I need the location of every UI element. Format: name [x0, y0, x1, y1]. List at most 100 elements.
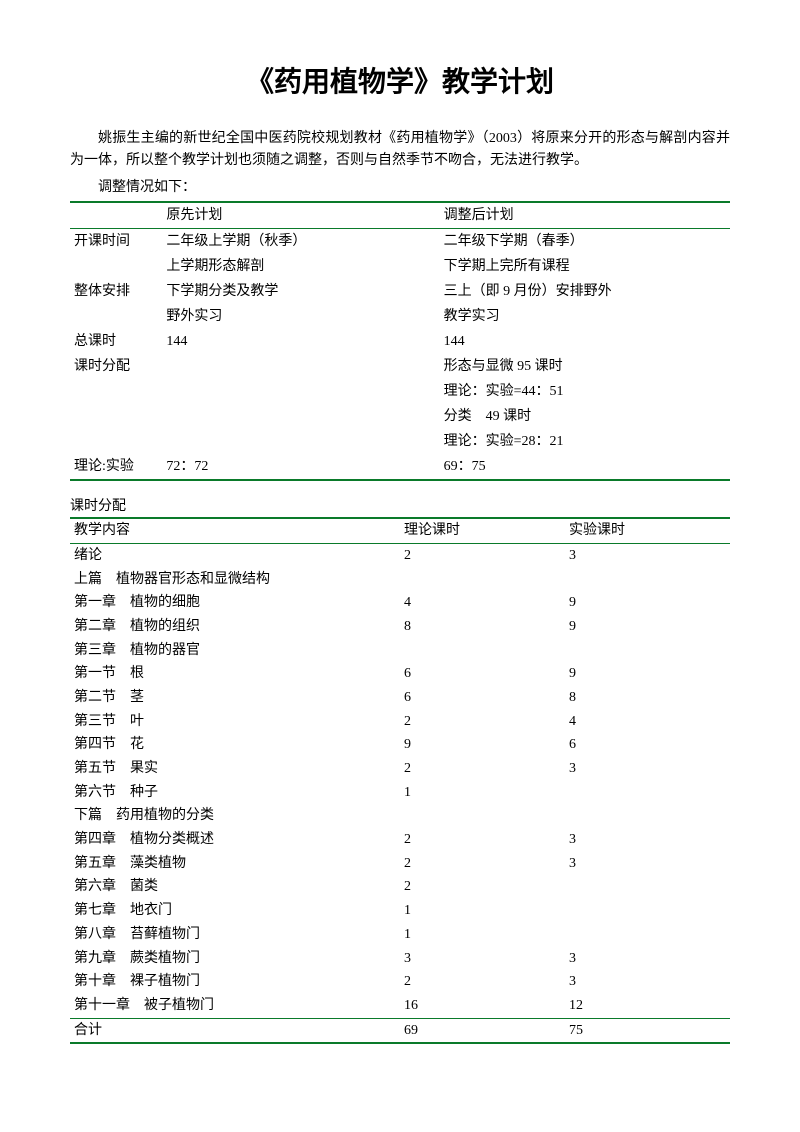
cell: 2	[400, 543, 565, 567]
table-row: 第四节 花 9 6	[70, 733, 730, 757]
cell: 9	[565, 615, 730, 639]
cell: 第六节 种子	[70, 781, 400, 805]
cell	[565, 899, 730, 923]
cell: 4	[400, 591, 565, 615]
table-row: 下篇 药用植物的分类	[70, 804, 730, 828]
cell: 第五节 果实	[70, 757, 400, 781]
cell: 1	[400, 899, 565, 923]
table-row: 第十章 裸子植物门 2 3	[70, 970, 730, 994]
table-row: 上学期形态解剖 下学期上完所有课程	[70, 254, 730, 279]
cell: 6	[400, 686, 565, 710]
cell: 3	[400, 947, 565, 971]
table-row: 第一章 植物的细胞 4 9	[70, 591, 730, 615]
cell: 总课时	[70, 329, 162, 354]
cell: 144	[162, 329, 439, 354]
cell: 2	[400, 757, 565, 781]
cell: 分类 49 课时	[440, 404, 730, 429]
cell: 3	[565, 947, 730, 971]
cell	[565, 639, 730, 663]
cell: 理论：实验=44：51	[440, 379, 730, 404]
table-header-row: 教学内容 理论课时 实验课时	[70, 518, 730, 543]
header-content: 教学内容	[70, 518, 400, 543]
cell: 3	[565, 757, 730, 781]
cell: 9	[400, 733, 565, 757]
section-label: 课时分配	[70, 495, 730, 515]
cell: 72：72	[162, 454, 439, 480]
cell: 第二章 植物的组织	[70, 615, 400, 639]
table-row: 第一节 根 6 9	[70, 662, 730, 686]
cell	[565, 923, 730, 947]
cell	[70, 304, 162, 329]
cell: 第一节 根	[70, 662, 400, 686]
cell: 第九章 蕨类植物门	[70, 947, 400, 971]
cell	[162, 354, 439, 379]
cell: 第二节 茎	[70, 686, 400, 710]
cell: 6	[565, 733, 730, 757]
table-row: 绪论 2 3	[70, 543, 730, 567]
table-row: 分类 49 课时	[70, 404, 730, 429]
cell	[70, 254, 162, 279]
cell: 第八章 苔藓植物门	[70, 923, 400, 947]
cell	[162, 404, 439, 429]
plan-comparison-table: 原先计划 调整后计划 开课时间 二年级上学期（秋季） 二年级下学期（春季） 上学…	[70, 201, 730, 481]
cell: 下篇 药用植物的分类	[70, 804, 400, 828]
cell: 3	[565, 970, 730, 994]
cell: 绪论	[70, 543, 400, 567]
cell	[565, 781, 730, 805]
table-row: 开课时间 二年级上学期（秋季） 二年级下学期（春季）	[70, 229, 730, 255]
table-row: 总课时 144 144	[70, 329, 730, 354]
header-original: 原先计划	[162, 202, 439, 229]
header-adjusted: 调整后计划	[440, 202, 730, 229]
subintro-line: 调整情况如下：	[70, 177, 730, 199]
table-row: 第八章 苔藓植物门 1	[70, 923, 730, 947]
cell: 第三章 植物的器官	[70, 639, 400, 663]
table-top-border: 原先计划 调整后计划	[70, 202, 730, 229]
cell: 9	[565, 591, 730, 615]
cell: 形态与显微 95 课时	[440, 354, 730, 379]
cell: 3	[565, 828, 730, 852]
cell: 6	[400, 662, 565, 686]
cell: 第十章 裸子植物门	[70, 970, 400, 994]
table-total-row: 合计 69 75	[70, 1018, 730, 1043]
cell: 第三节 叶	[70, 710, 400, 734]
cell: 4	[565, 710, 730, 734]
table-row: 第十一章 被子植物门 16 12	[70, 994, 730, 1018]
cell: 教学实习	[440, 304, 730, 329]
cell: 8	[565, 686, 730, 710]
cell	[70, 379, 162, 404]
table-row: 第三节 叶 2 4	[70, 710, 730, 734]
table-row: 第四章 植物分类概述 2 3	[70, 828, 730, 852]
cell: 二年级上学期（秋季）	[162, 229, 439, 255]
cell: 第七章 地衣门	[70, 899, 400, 923]
table-row: 第七章 地衣门 1	[70, 899, 730, 923]
cell: 第十一章 被子植物门	[70, 994, 400, 1018]
cell: 整体安排	[70, 279, 162, 304]
intro-paragraph: 姚振生主编的新世纪全国中医药院校规划教材《药用植物学》（2003）将原来分开的形…	[70, 128, 730, 173]
table-row: 整体安排 下学期分类及教学 三上（即 9 月份）安排野外	[70, 279, 730, 304]
cell: 下学期分类及教学	[162, 279, 439, 304]
cell	[162, 429, 439, 454]
cell: 12	[565, 994, 730, 1018]
cell: 第六章 菌类	[70, 875, 400, 899]
table-row: 第三章 植物的器官	[70, 639, 730, 663]
table-row: 理论：实验=44：51	[70, 379, 730, 404]
cell: 合计	[70, 1018, 400, 1043]
cell: 第四章 植物分类概述	[70, 828, 400, 852]
table-row: 第九章 蕨类植物门 3 3	[70, 947, 730, 971]
table-row: 第二章 植物的组织 8 9	[70, 615, 730, 639]
cell: 1	[400, 923, 565, 947]
cell	[565, 804, 730, 828]
cell: 2	[400, 852, 565, 876]
cell: 上篇 植物器官形态和显微结构	[70, 568, 400, 592]
cell: 1	[400, 781, 565, 805]
cell: 下学期上完所有课程	[440, 254, 730, 279]
cell	[400, 804, 565, 828]
table-row: 第二节 茎 6 8	[70, 686, 730, 710]
cell	[400, 568, 565, 592]
table-row: 理论:实验 72：72 69：75	[70, 454, 730, 480]
cell: 69	[400, 1018, 565, 1043]
header-theory: 理论课时	[400, 518, 565, 543]
cell: 野外实习	[162, 304, 439, 329]
cell	[70, 429, 162, 454]
page-title: 《药用植物学》教学计划	[70, 60, 730, 100]
